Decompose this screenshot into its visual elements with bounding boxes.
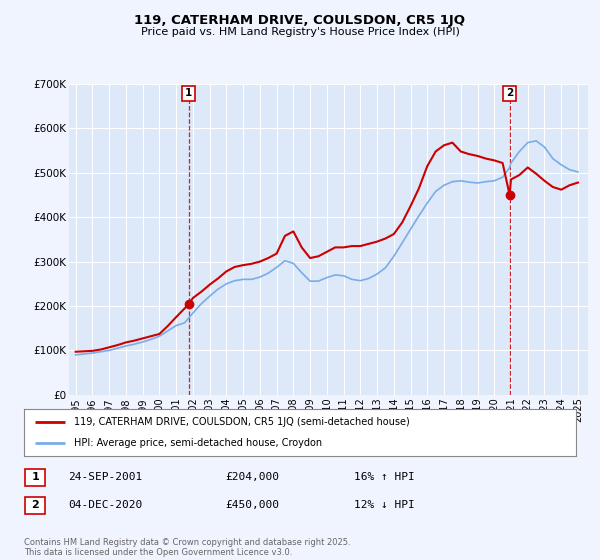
- Text: 2: 2: [506, 88, 513, 99]
- Text: 119, CATERHAM DRIVE, COULSDON, CR5 1JQ (semi-detached house): 119, CATERHAM DRIVE, COULSDON, CR5 1JQ (…: [74, 417, 409, 427]
- Text: £450,000: £450,000: [225, 500, 279, 510]
- Text: 24-SEP-2001: 24-SEP-2001: [68, 472, 142, 482]
- Text: 119, CATERHAM DRIVE, COULSDON, CR5 1JQ: 119, CATERHAM DRIVE, COULSDON, CR5 1JQ: [134, 14, 466, 27]
- Text: 12% ↓ HPI: 12% ↓ HPI: [353, 500, 415, 510]
- Text: HPI: Average price, semi-detached house, Croydon: HPI: Average price, semi-detached house,…: [74, 438, 322, 448]
- Text: 04-DEC-2020: 04-DEC-2020: [68, 500, 142, 510]
- Text: 1: 1: [185, 88, 193, 99]
- Text: 16% ↑ HPI: 16% ↑ HPI: [353, 472, 415, 482]
- Text: Contains HM Land Registry data © Crown copyright and database right 2025.
This d: Contains HM Land Registry data © Crown c…: [24, 538, 350, 557]
- Text: £204,000: £204,000: [225, 472, 279, 482]
- Text: 1: 1: [31, 472, 39, 482]
- Text: Price paid vs. HM Land Registry's House Price Index (HPI): Price paid vs. HM Land Registry's House …: [140, 27, 460, 38]
- Text: 2: 2: [31, 500, 39, 510]
